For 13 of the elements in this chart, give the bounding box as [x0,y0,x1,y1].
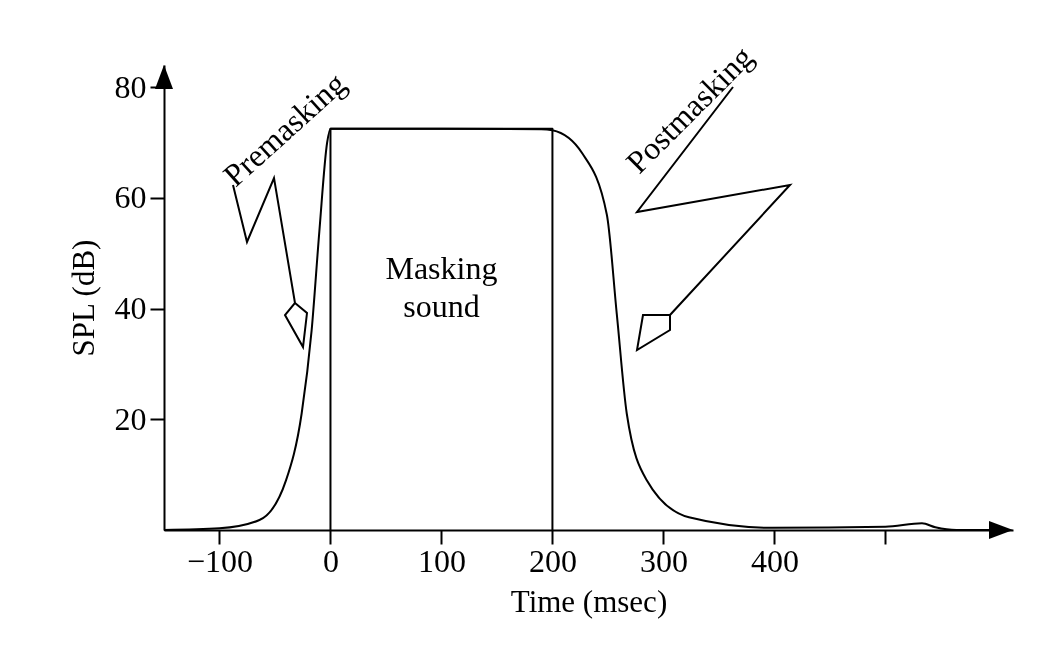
series-label: Masking sound [385,250,498,325]
x-tick-label: 400 [750,542,799,579]
x-tick-label: 100 [417,542,466,579]
y-tick-label: 60 [114,179,147,216]
x-tick-label: 200 [528,542,577,579]
x-tick-label: 300 [639,542,688,579]
y-tick-label: 40 [114,290,147,327]
y-tick-label: 20 [114,400,147,437]
y-axis-title: SPL (dB) [65,239,101,357]
x-tick-label: 0 [322,542,339,579]
y-tick-label: 80 [114,68,147,105]
x-tick-label: −100 [186,542,254,579]
x-axis-title: Time (msec) [510,583,668,619]
